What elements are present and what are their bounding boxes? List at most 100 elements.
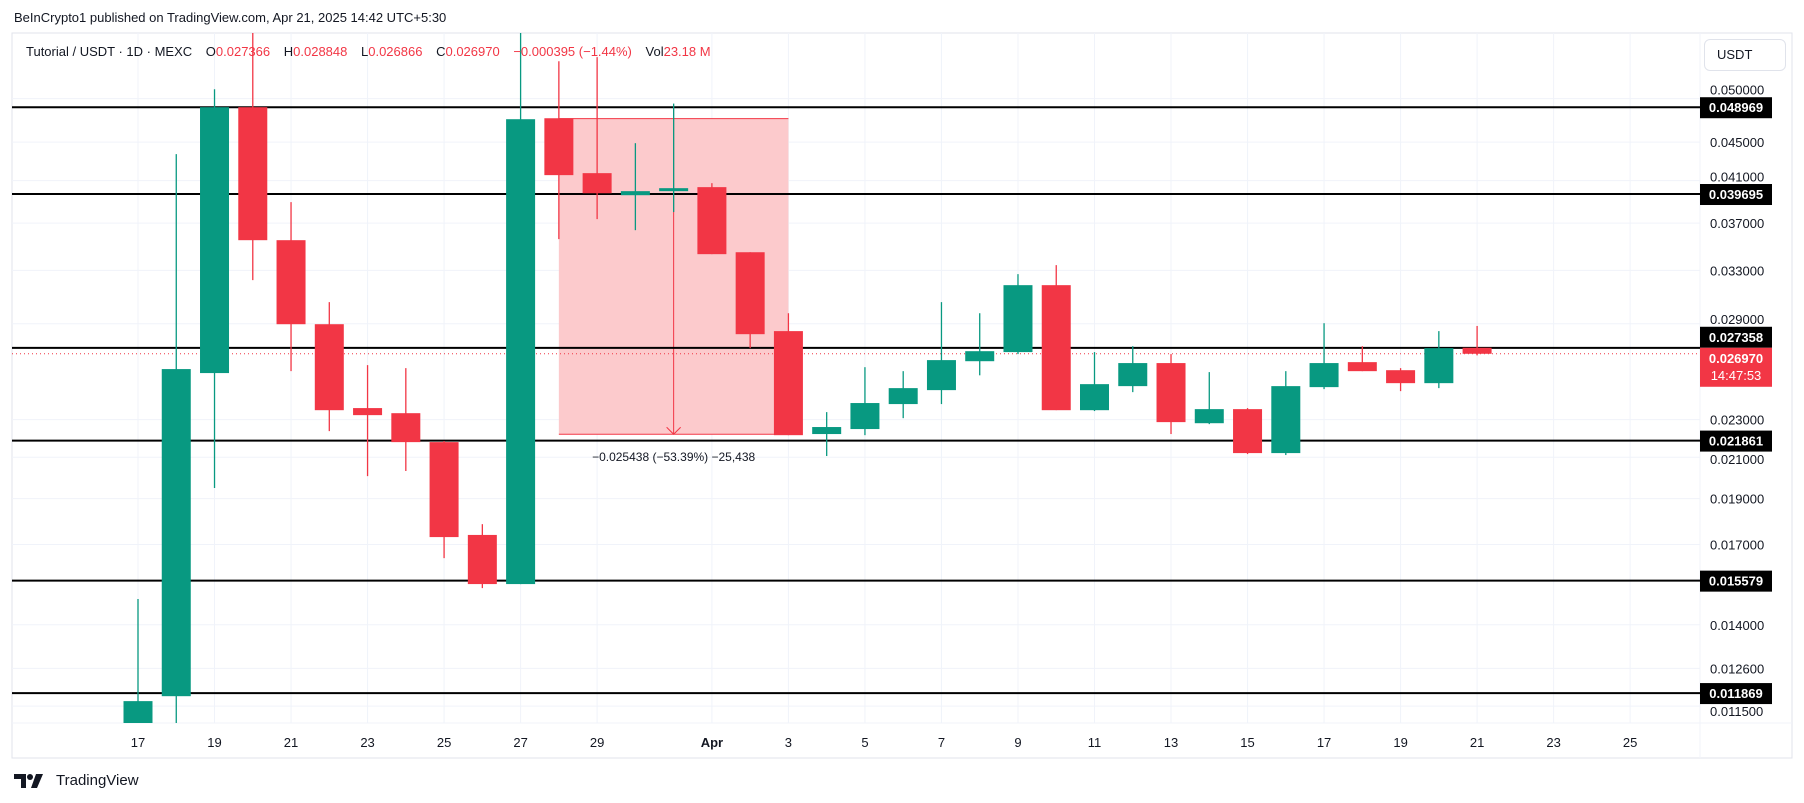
candles <box>123 33 1492 723</box>
open-label: O <box>205 44 216 59</box>
candle-up <box>506 33 536 585</box>
current-price-label: 0.026970 <box>1709 351 1763 366</box>
x-tick-label: 25 <box>1623 735 1637 750</box>
symbol-title[interactable]: Tutorial / USDT · 1D · MEXC <box>26 44 193 59</box>
x-tick-label: 19 <box>207 735 221 750</box>
x-tick-label: 29 <box>590 735 604 750</box>
candle-body <box>276 240 306 325</box>
close-label: C <box>436 44 446 59</box>
high-value: 0.028848 <box>293 44 348 59</box>
level-price-tag <box>1700 570 1772 592</box>
candle-body <box>1194 409 1224 424</box>
candle-up <box>1080 352 1109 412</box>
candle-body <box>1118 363 1148 387</box>
price-axis-labels: 0.048969 0.039695 0.027358 0.021861 0.015579… <box>1700 97 1772 705</box>
candle-body <box>1271 386 1301 454</box>
x-tick-label: 19 <box>1393 735 1407 750</box>
high-label: H <box>283 44 294 59</box>
level-price-label: 0.011869 <box>1709 686 1763 701</box>
x-tick-label: 21 <box>284 735 298 750</box>
candle-down <box>391 368 421 472</box>
level-price-tag <box>1700 97 1772 119</box>
low-label: L <box>361 44 369 59</box>
x-tick-label: 17 <box>131 735 145 750</box>
candle-body <box>123 701 153 723</box>
candle-body <box>888 388 918 405</box>
candle-up <box>1118 346 1148 393</box>
candle-down <box>697 183 727 255</box>
candle-up <box>123 599 153 723</box>
candle-up <box>888 371 918 419</box>
change-value: −0.000395 (−1.44%) <box>513 44 632 59</box>
level-price-tag <box>1700 683 1772 705</box>
currency-button[interactable]: USDT <box>1704 39 1786 71</box>
candle-body <box>314 324 344 411</box>
x-tick-label: 3 <box>785 735 792 750</box>
measure-label: −0.025438 (−53.39%) −25,438 <box>592 450 755 464</box>
candle-body <box>1233 409 1263 454</box>
candle-up <box>161 154 191 723</box>
candle-down <box>735 252 765 349</box>
candle-down <box>276 202 306 372</box>
candle-body <box>697 187 727 255</box>
candle-down <box>544 61 574 240</box>
candle-body <box>1386 370 1416 384</box>
x-axis: 17 19 21 23 25 27 29 Apr 3 5 7 9 11 13 15 17 19 21 23 25 <box>131 33 1637 750</box>
candle-up <box>1424 331 1454 389</box>
tradingview-brand[interactable]: TradingView <box>14 772 139 789</box>
measure-arrow-head-icon <box>666 426 681 435</box>
candle-up <box>1309 323 1339 390</box>
candle-body <box>429 442 459 538</box>
candle-up <box>850 367 880 436</box>
candle-body <box>620 191 650 196</box>
x-tick-label: 25 <box>437 735 451 750</box>
tradingview-logo-icon <box>14 773 43 788</box>
candle-up <box>659 103 689 213</box>
level-price-label: 0.021861 <box>1709 434 1763 449</box>
brand-name: TradingView <box>56 772 139 789</box>
level-price-tag <box>1700 184 1772 206</box>
bar-countdown-label: 14:47:53 <box>1711 368 1762 383</box>
candle-down <box>1156 354 1186 435</box>
candle-up <box>620 143 650 231</box>
candle-up <box>1003 274 1033 355</box>
y-tick-label: 0.019000 <box>1710 492 1764 507</box>
open-value: 0.027366 <box>215 44 271 59</box>
candle-down <box>238 33 268 281</box>
candle-down <box>582 57 612 220</box>
y-tick-label: 0.021000 <box>1710 452 1764 467</box>
candle-down <box>353 365 383 477</box>
plot-area <box>12 33 1700 723</box>
candle-body <box>1347 362 1377 372</box>
close-value: 0.026970 <box>445 44 500 59</box>
y-tick-label: 0.041000 <box>1710 170 1764 185</box>
y-tick-label: 0.023000 <box>1710 413 1764 428</box>
candle-down <box>1233 408 1263 455</box>
candle-down <box>1041 265 1071 411</box>
level-price-label: 0.048969 <box>1709 100 1763 115</box>
candle-down <box>467 524 497 589</box>
y-tick-label: 0.012600 <box>1710 661 1764 676</box>
candle-up <box>812 412 842 457</box>
candle-body <box>1424 348 1454 384</box>
candle-down <box>773 313 803 436</box>
candle-body <box>391 413 421 443</box>
candle-up <box>1194 372 1224 425</box>
candle-body <box>200 107 230 374</box>
volume-value: 23.18 M <box>663 44 711 59</box>
level-price-tag <box>1700 430 1772 452</box>
y-tick-label: 0.045000 <box>1710 135 1764 150</box>
candle-body <box>544 118 574 176</box>
y-tick-label: 0.050000 <box>1710 83 1764 98</box>
x-tick-label: 27 <box>513 735 527 750</box>
candle-body <box>965 351 995 362</box>
candle-body <box>582 173 612 194</box>
level-price-label: 0.039695 <box>1709 187 1763 202</box>
level-price-label: 0.027358 <box>1709 330 1763 345</box>
candle-body <box>1462 347 1492 354</box>
level-price-label: 0.015579 <box>1709 574 1763 589</box>
y-axis: 0.050000 0.045000 0.041000 0.037000 0.033000… <box>12 83 1764 719</box>
x-tick-label: 17 <box>1317 735 1331 750</box>
level-price-tag <box>1700 326 1772 348</box>
